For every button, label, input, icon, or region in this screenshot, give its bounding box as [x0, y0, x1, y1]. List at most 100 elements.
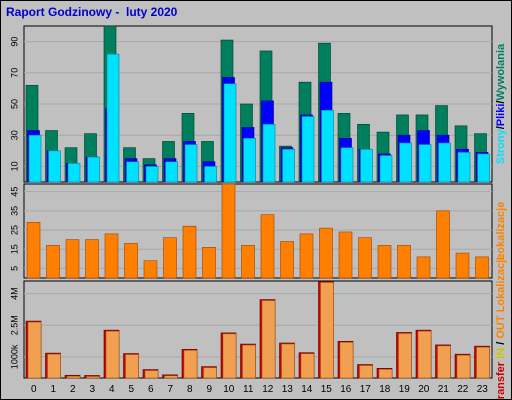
bar-lokalizacje: [46, 245, 60, 279]
y-tick-label: 70: [9, 68, 19, 78]
bar-lokalizacje: [65, 239, 80, 279]
x-tick-label: 16: [340, 384, 352, 395]
x-tick-label: 7: [167, 384, 173, 395]
bar-transfer-light: [300, 353, 315, 379]
bar-transfer-light: [27, 321, 42, 379]
panel-2: 1000k 2.5M 4M Transfer IN / OUT Lokalizacje: [9, 254, 507, 399]
bar-wywolania: [379, 155, 393, 183]
side-label-part: Lokalizacje: [495, 254, 507, 313]
y-tick-label: 35: [9, 206, 19, 216]
bar-transfer-light: [261, 300, 276, 379]
side-label-part: Lokalizacje: [495, 202, 507, 261]
x-tick-label: 0: [31, 384, 37, 395]
bar-transfer-light: [476, 346, 490, 379]
y-tick-label: 50: [9, 99, 19, 109]
bar-transfer-light: [203, 367, 217, 379]
bar-transfer-light: [66, 376, 81, 379]
bar-transfer-light: [281, 343, 295, 379]
bar-lokalizacje: [85, 239, 99, 279]
y-tick-label: 45: [9, 187, 19, 197]
side-label-part: /: [495, 339, 507, 348]
x-tick-label: 15: [321, 384, 333, 395]
bar-wywolania: [477, 153, 490, 183]
x-tick-label: 18: [379, 384, 391, 395]
bar-lokalizacje: [26, 222, 41, 279]
y-tick-label: 4M: [9, 287, 19, 300]
side-label: Transfer IN / OUT Lokalizacje: [495, 254, 507, 399]
x-tick-label: 9: [206, 384, 212, 395]
bar-lokalizacje: [358, 237, 372, 279]
bar-wywolania: [340, 147, 354, 183]
bar-transfer-light: [437, 345, 451, 379]
report-title: Raport Godzinowy - luty 2020: [6, 5, 178, 19]
bar-lokalizacje: [338, 231, 353, 279]
bar-transfer-light: [320, 282, 334, 379]
x-tick-label: 8: [187, 384, 193, 395]
x-tick-label: 6: [148, 384, 154, 395]
bar-transfer-light: [378, 369, 393, 379]
x-tick-label: 11: [243, 384, 254, 395]
bar-wywolania: [360, 148, 373, 183]
y-tick-label: 1000k: [9, 344, 19, 369]
side-label: Strony/Pliki/Wywolania: [495, 43, 507, 164]
x-tick-label: 12: [262, 384, 274, 395]
bar-transfer-light: [86, 376, 100, 379]
bar-wywolania: [106, 53, 120, 183]
x-tick-label: 20: [418, 384, 430, 395]
y-tick-label: 10: [9, 161, 19, 171]
bar-transfer-light: [359, 365, 373, 379]
plot-area: [23, 280, 493, 379]
side-label-part: Pliki: [495, 104, 507, 127]
y-tick-label: 5: [9, 266, 19, 271]
bar-lokalizacje: [221, 183, 236, 279]
x-tick-label: 19: [399, 384, 411, 395]
y-tick-label: 2.5M: [9, 315, 19, 335]
bar-lokalizacje: [436, 210, 450, 279]
bar-lokalizacje: [124, 243, 138, 279]
bar-lokalizacje: [182, 225, 197, 279]
bar-wywolania: [165, 161, 178, 183]
y-tick-label: 25: [9, 225, 19, 235]
bar-transfer-light: [183, 350, 198, 379]
side-label-part: IN: [495, 348, 507, 359]
bar-lokalizacje: [299, 233, 314, 279]
bar-transfer-light: [144, 370, 159, 379]
bar-wywolania: [67, 162, 81, 183]
side-label-part: Wywolania: [495, 43, 507, 101]
bar-transfer-light: [242, 344, 256, 379]
bar-lokalizacje: [397, 245, 411, 279]
x-tick-label: 10: [223, 384, 235, 395]
bar-lokalizacje: [377, 245, 392, 279]
bar-wywolania: [204, 166, 217, 183]
x-tick-label: 22: [457, 384, 469, 395]
bar-wywolania: [126, 161, 139, 183]
bar-wywolania: [438, 142, 451, 183]
bar-lokalizacje: [319, 227, 333, 279]
bar-transfer-light: [105, 330, 120, 379]
x-tick-label: 5: [128, 384, 134, 395]
y-tick-label: 30: [9, 130, 19, 140]
x-tick-label: 23: [477, 384, 489, 395]
bar-wywolania: [223, 83, 237, 183]
x-tick-label: 21: [438, 384, 450, 395]
bar-transfer-light: [47, 353, 61, 379]
bar-wywolania: [28, 134, 42, 183]
side-label-part: /: [495, 126, 507, 129]
plot-area: [23, 183, 493, 279]
x-tick-label: 4: [109, 384, 115, 395]
side-label-part: OUT: [495, 315, 507, 339]
x-tick-label: 1: [50, 384, 56, 395]
bar-wywolania: [184, 144, 198, 183]
x-tick-label: 2: [70, 384, 76, 395]
bar-transfer-light: [398, 333, 412, 379]
bar-lokalizacje: [260, 214, 275, 279]
bar-lokalizacje: [241, 245, 255, 279]
bar-lokalizacje: [455, 252, 470, 279]
bar-wywolania: [87, 156, 100, 183]
y-tick-label: 15: [9, 244, 19, 254]
bar-wywolania: [301, 116, 315, 183]
x-tick-label: 17: [360, 384, 372, 395]
